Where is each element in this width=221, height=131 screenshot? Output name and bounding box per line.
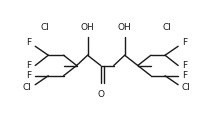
Text: F: F — [182, 61, 187, 70]
Text: Cl: Cl — [181, 83, 190, 92]
Text: F: F — [182, 71, 187, 80]
Text: OH: OH — [118, 23, 131, 32]
Text: O: O — [97, 91, 104, 99]
Text: F: F — [26, 38, 31, 47]
Text: Cl: Cl — [163, 23, 172, 32]
Text: F: F — [182, 38, 187, 47]
Text: Cl: Cl — [41, 23, 50, 32]
Text: Cl: Cl — [22, 83, 31, 92]
Text: F: F — [26, 71, 31, 80]
Text: F: F — [26, 61, 31, 70]
Text: OH: OH — [81, 23, 94, 32]
